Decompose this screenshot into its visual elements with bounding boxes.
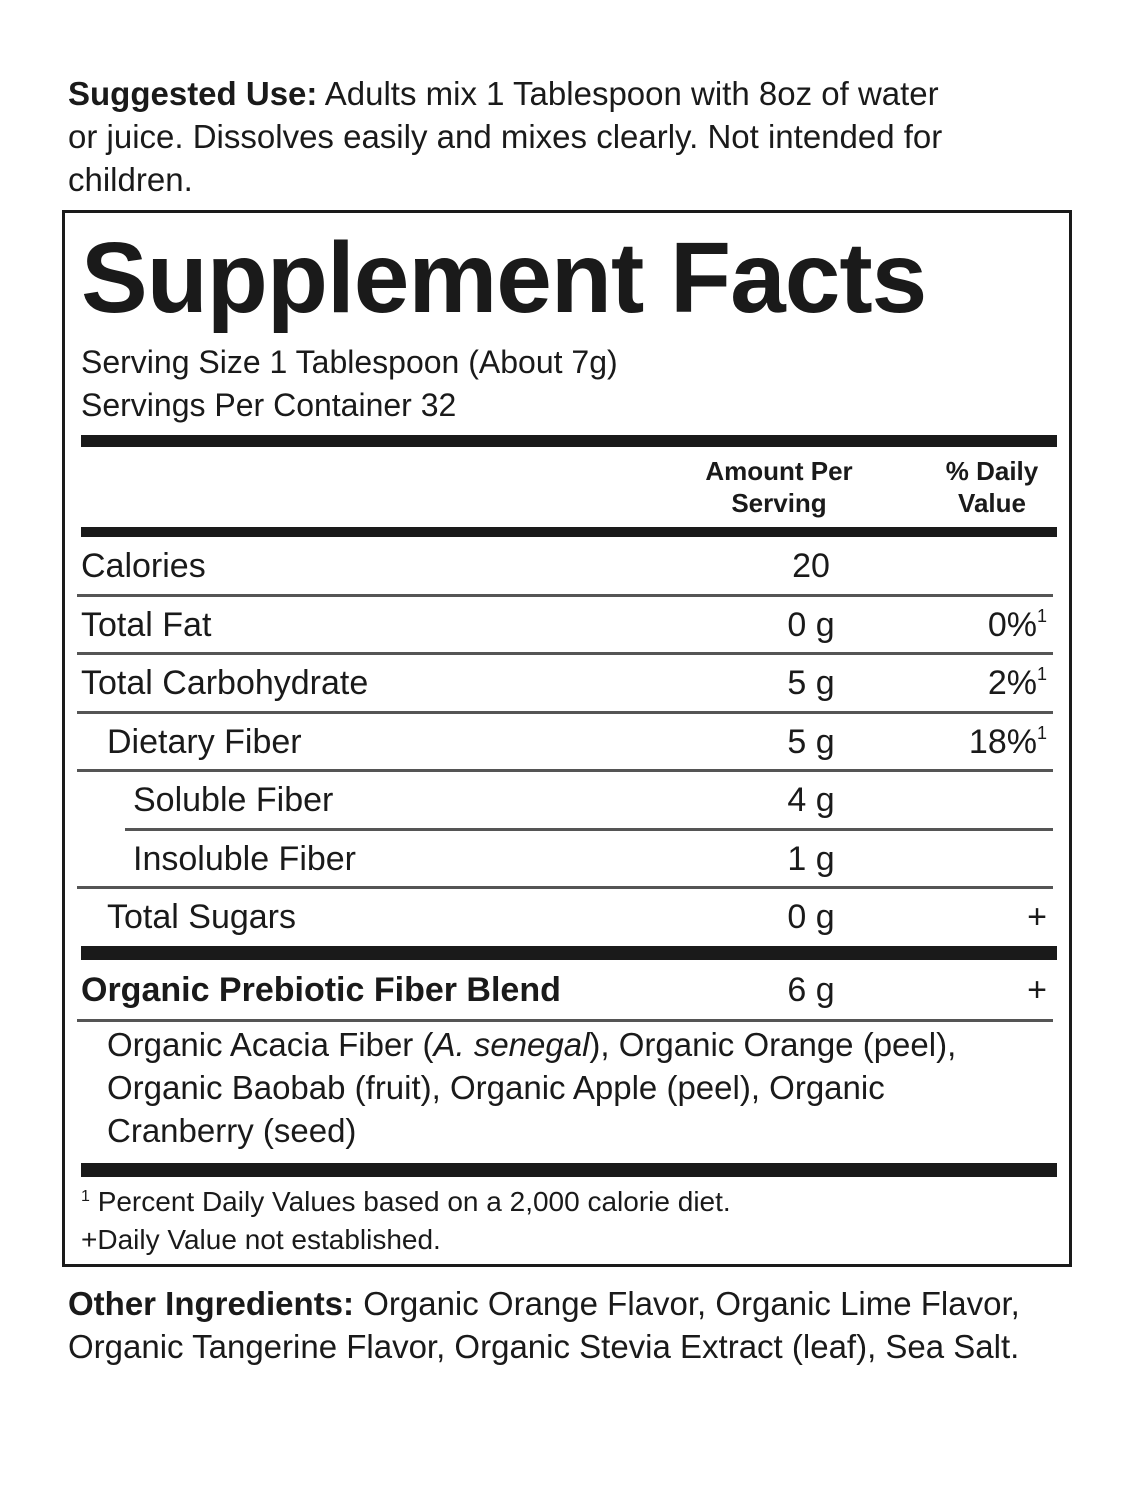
other-ingredients: Other Ingredients: Organic Orange Flavor… (68, 1282, 1068, 1368)
daily-value-text: 0% (987, 605, 1037, 644)
facts-title: Supplement Facts (81, 222, 927, 334)
row-line (77, 710, 1053, 714)
ingredient-species: A. senegal (433, 1026, 590, 1063)
footnote-mark: 1 (81, 1188, 90, 1205)
facts-row: Calories 20 (81, 537, 1057, 595)
serving-size: Serving Size 1 Tablespoon (About 7g) (81, 344, 618, 380)
row-line (77, 886, 1053, 889)
blend-ingredients: Organic Acacia Fiber (A. senegal), Organ… (107, 1023, 1027, 1152)
facts-row: Total Fat 0 g 0%1 (81, 596, 1057, 654)
divider (81, 946, 1057, 960)
nutrient-amount: 5 g (787, 722, 835, 761)
suggested-use-label: Suggested Use: (68, 75, 318, 112)
blend-row: Organic Prebiotic Fiber Blend 6 g + (81, 960, 1057, 1020)
nutrient-amount: 0 g (787, 605, 835, 644)
suggested-use-text: Adults mix 1 Tablespoon with 8oz of wate… (68, 75, 943, 198)
daily-value: 18%1 (969, 713, 1047, 771)
footnote: +Daily Value not established. (81, 1221, 1057, 1259)
nutrient-name: Total Sugars (107, 898, 296, 936)
blend-dv: + (1027, 971, 1047, 1009)
row-line (77, 769, 1053, 772)
footnote: 1 Percent Daily Values based on a 2,000 … (81, 1183, 1057, 1221)
ingredient-text: ), Organic Orange (peel), Organic Baobab… (107, 1026, 957, 1149)
divider (81, 527, 1057, 537)
nutrient-name: Total Carbohydrate (81, 664, 369, 702)
footnote-text: Percent Daily Values based on a 2,000 ca… (97, 1186, 731, 1217)
serving-info: Serving Size 1 Tablespoon (About 7g) Ser… (81, 341, 1057, 427)
daily-value: 2%1 (988, 654, 1047, 712)
nutrient-name: Dietary Fiber (107, 722, 302, 761)
nutrient-amount: 5 g (787, 664, 835, 702)
daily-value-text: 18% (968, 722, 1037, 761)
daily-value-note: 1 (1036, 605, 1047, 626)
footnotes: 1 Percent Daily Values based on a 2,000 … (81, 1183, 1057, 1259)
divider (81, 1163, 1057, 1177)
blend-name: Organic Prebiotic Fiber Blend (81, 971, 561, 1009)
servings-per-container: Servings Per Container 32 (81, 387, 457, 423)
facts-row: Insoluble Fiber 1 g (81, 830, 1057, 888)
facts-row: Dietary Fiber 5 g 18%1 (81, 713, 1057, 771)
daily-value-text: + (1027, 898, 1047, 936)
divider (81, 435, 1057, 447)
nutrient-name: Soluble Fiber (133, 781, 334, 819)
dv-header: % Daily Value (945, 456, 1039, 518)
nutrient-amount: 4 g (787, 781, 835, 819)
other-ingredients-text: Organic Orange Flavor, Organic Lime Flav… (68, 1285, 1020, 1365)
facts-panel: Supplement Facts Serving Size 1 Tablespo… (62, 210, 1072, 1267)
row-line (77, 652, 1053, 655)
suggested-use: Suggested Use: Adults mix 1 Tablespoon w… (68, 72, 968, 201)
other-ingredients-label: Other Ingredients: (68, 1285, 355, 1322)
ingredient-text: Organic Acacia Fiber ( (107, 1026, 434, 1063)
facts-row: Total Carbohydrate 5 g 2%1 (81, 654, 1057, 712)
nutrient-amount: 20 (792, 547, 830, 585)
daily-value: + (1027, 888, 1047, 946)
nutrient-name: Calories (81, 547, 206, 585)
footnote-text: Daily Value not established. (97, 1224, 441, 1255)
daily-value-note: 1 (1036, 722, 1047, 743)
amount-header: Amount Per Serving (705, 456, 853, 518)
column-header: Amount Per Serving % Daily Value (81, 455, 1057, 525)
nutrient-amount: 1 g (787, 839, 835, 878)
nutrient-name: Total Fat (81, 605, 212, 644)
daily-value-text: 2% (987, 664, 1037, 702)
daily-value: 0%1 (988, 596, 1047, 654)
daily-value-note: 1 (1036, 664, 1047, 684)
footnote-mark: + (81, 1224, 98, 1255)
facts-row: Soluble Fiber 4 g (81, 771, 1057, 829)
nutrient-amount: 0 g (787, 898, 835, 936)
row-line (77, 1019, 1053, 1022)
row-line (77, 593, 1053, 597)
nutrient-name: Insoluble Fiber (133, 839, 357, 878)
blend-amount: 6 g (787, 971, 835, 1009)
row-line (125, 827, 1053, 831)
facts-row: Total Sugars 0 g + (81, 888, 1057, 946)
